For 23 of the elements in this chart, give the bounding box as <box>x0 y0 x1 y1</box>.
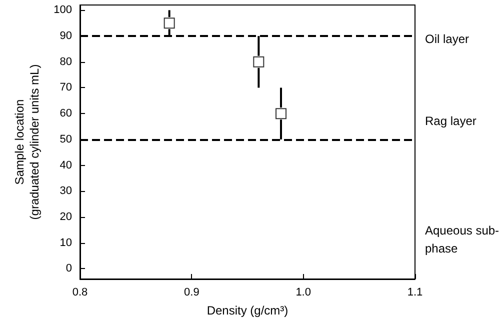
y-tick-label: 40 <box>60 159 72 172</box>
x-tick-label: 0.9 <box>184 286 200 298</box>
y-tick-label: 20 <box>60 210 72 223</box>
y-tick-label: 80 <box>60 56 72 68</box>
y-tick-label: 60 <box>60 108 72 120</box>
y-axis-title: Sample location (graduated cylinder units mL) <box>12 64 42 220</box>
point <box>276 108 286 120</box>
text: Rag layer <box>425 114 476 128</box>
y-tick-label: 70 <box>60 82 72 94</box>
x-tick-label: 0.8 <box>72 286 88 298</box>
y-tick-label: 50 <box>60 133 72 146</box>
point <box>164 18 175 29</box>
y-tick-label: 10 <box>60 236 72 249</box>
y-tick-label: 90 <box>60 30 72 42</box>
x-axis-title: Density (g/cm³) <box>206 304 288 318</box>
text: Aqueous sub- phase <box>425 224 500 256</box>
y-tick-label: 0 <box>66 262 72 275</box>
x-tick-label: 1.1 <box>407 286 423 298</box>
x-tick-label: 1.0 <box>296 286 311 298</box>
point <box>253 56 264 68</box>
text: Oil layer <box>425 32 470 46</box>
y-tick-label: 100 <box>54 4 72 16</box>
y-tick-label: 30 <box>60 185 72 198</box>
